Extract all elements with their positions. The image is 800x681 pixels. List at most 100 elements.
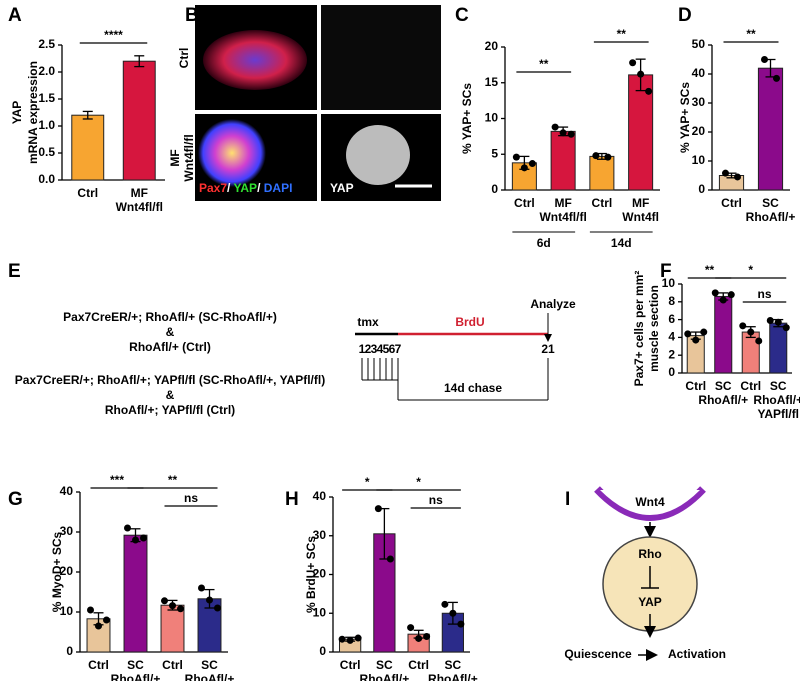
data-point (140, 534, 147, 542)
panel-letter: C (455, 5, 469, 26)
data-point (103, 616, 110, 624)
data-point (739, 322, 747, 330)
state: Quiescence (564, 647, 632, 661)
panel-letter: G (8, 489, 23, 510)
x-tick-label: RhoAfl/+ (428, 672, 478, 681)
data-point (629, 59, 637, 67)
panel-letter: F (660, 261, 672, 282)
x-tick-label: Ctrl (408, 658, 429, 672)
genotype: Pax7CreER/+; RhoAfl/+ (SC-RhoAfl/+) (63, 310, 277, 324)
y-tick-label: 8 (668, 294, 675, 308)
rho: Rho (638, 547, 661, 561)
y-tick-label: 10 (662, 276, 676, 290)
day-label: 2 (365, 342, 372, 356)
y-tick-label: 2.0 (38, 64, 55, 78)
x-tick-label: SC (770, 379, 787, 393)
data-point (214, 604, 221, 612)
y-tick-label: 20 (60, 564, 74, 578)
significance-label: ** (539, 57, 549, 71)
y-tick-label: 0 (319, 644, 326, 658)
x-tick-label: Ctrl (88, 658, 109, 672)
x-tick-label: RhoAfl/+ (753, 393, 800, 407)
day-label: 6 (389, 342, 396, 356)
x-tick-label: Ctrl (721, 196, 742, 210)
significance-label: **** (104, 28, 123, 42)
image (321, 5, 441, 110)
panel-e: E Pax7CreER/+; RhoAfl/+ (SC-RhoAfl/+) & … (8, 261, 576, 417)
y-axis-label: muscle section (647, 285, 661, 372)
y-tick-label: 0 (698, 182, 705, 196)
x-tick-label: Ctrl (740, 379, 761, 393)
y-tick-label: 50 (692, 37, 706, 51)
x-tick-label: Wnt4fl/fl (116, 200, 163, 214)
data-point (604, 153, 612, 161)
significance-label: ns (184, 491, 198, 505)
y-tick-label: 40 (60, 484, 74, 498)
data-point (354, 634, 362, 642)
bar (589, 155, 615, 191)
panel-letter: H (285, 489, 299, 510)
data-point (637, 70, 645, 78)
x-tick-label: RhoAfl/+ (185, 672, 235, 681)
data-point (766, 316, 774, 324)
stain: YAP (233, 181, 257, 195)
y-tick-label: 1.5 (38, 91, 55, 105)
x-tick-label: Ctrl (162, 658, 183, 672)
x-tick-label: MF (554, 196, 571, 210)
y-tick-label: 0 (66, 644, 73, 658)
panel-letter: I (565, 489, 570, 510)
y-tick-label: 0.0 (38, 172, 55, 186)
panel-letter: A (8, 5, 22, 26)
y-tick-label: 10 (313, 605, 327, 619)
significance-label: ** (168, 473, 178, 487)
y-tick-label: 0 (668, 365, 675, 379)
data-point (700, 328, 708, 336)
stain: DAPI (264, 181, 293, 195)
data-point (512, 153, 520, 161)
data-point (734, 173, 741, 181)
significance-label: ns (757, 287, 771, 301)
genotype: & (166, 325, 175, 339)
genotype: RhoAfl/+ (Ctrl) (129, 340, 211, 354)
x-tick-label: YAPfl/fl (757, 407, 799, 421)
data-point (95, 622, 102, 630)
data-point (132, 536, 139, 544)
day-label: 7 (395, 342, 402, 356)
data-point (528, 160, 536, 168)
y-tick-label: 10 (692, 153, 706, 167)
data-point (338, 635, 346, 643)
bar (71, 114, 105, 181)
x-tick-label: SC (445, 658, 462, 672)
stain: Pax7 (199, 181, 227, 195)
data-point (592, 152, 600, 160)
data-point (124, 524, 131, 532)
channel-label: YAP (330, 181, 354, 195)
bar (123, 534, 148, 653)
data-point (761, 56, 768, 63)
state: Activation (668, 647, 726, 661)
x-tick-label: Wnt4fl (622, 210, 659, 224)
row-label: Wnt4fl/fl (182, 134, 196, 181)
x-tick-label: Wnt4fl/fl (539, 210, 586, 224)
membrane-fill (600, 490, 700, 515)
x-tick-label: RhoAfl/+ (360, 672, 410, 681)
data-point (782, 324, 790, 332)
data-point (457, 620, 465, 628)
y-tick-label: 6 (668, 312, 675, 326)
yap: YAP (638, 595, 662, 609)
x-tick-label: SC (127, 658, 144, 672)
chase-label: 14d chase (444, 381, 502, 395)
row-label: MF (168, 149, 182, 166)
y-tick-label: 30 (313, 528, 327, 542)
day-label: 5 (383, 342, 390, 356)
panel-b: B Ctrl MF Wnt4fl/fl Pax7/ YAP/ DAPI YAP (168, 5, 441, 201)
data-point (747, 328, 755, 336)
y-axis-label: mRNA expression (26, 61, 40, 164)
y-tick-label: 30 (60, 524, 74, 538)
y-axis-label: % MyoD+ SCs (50, 531, 64, 612)
image-cell (198, 119, 266, 187)
panel-letter: D (678, 5, 692, 26)
y-tick-label: 0 (491, 182, 498, 196)
x-tick-label: Ctrl (340, 658, 361, 672)
data-point (198, 584, 205, 592)
